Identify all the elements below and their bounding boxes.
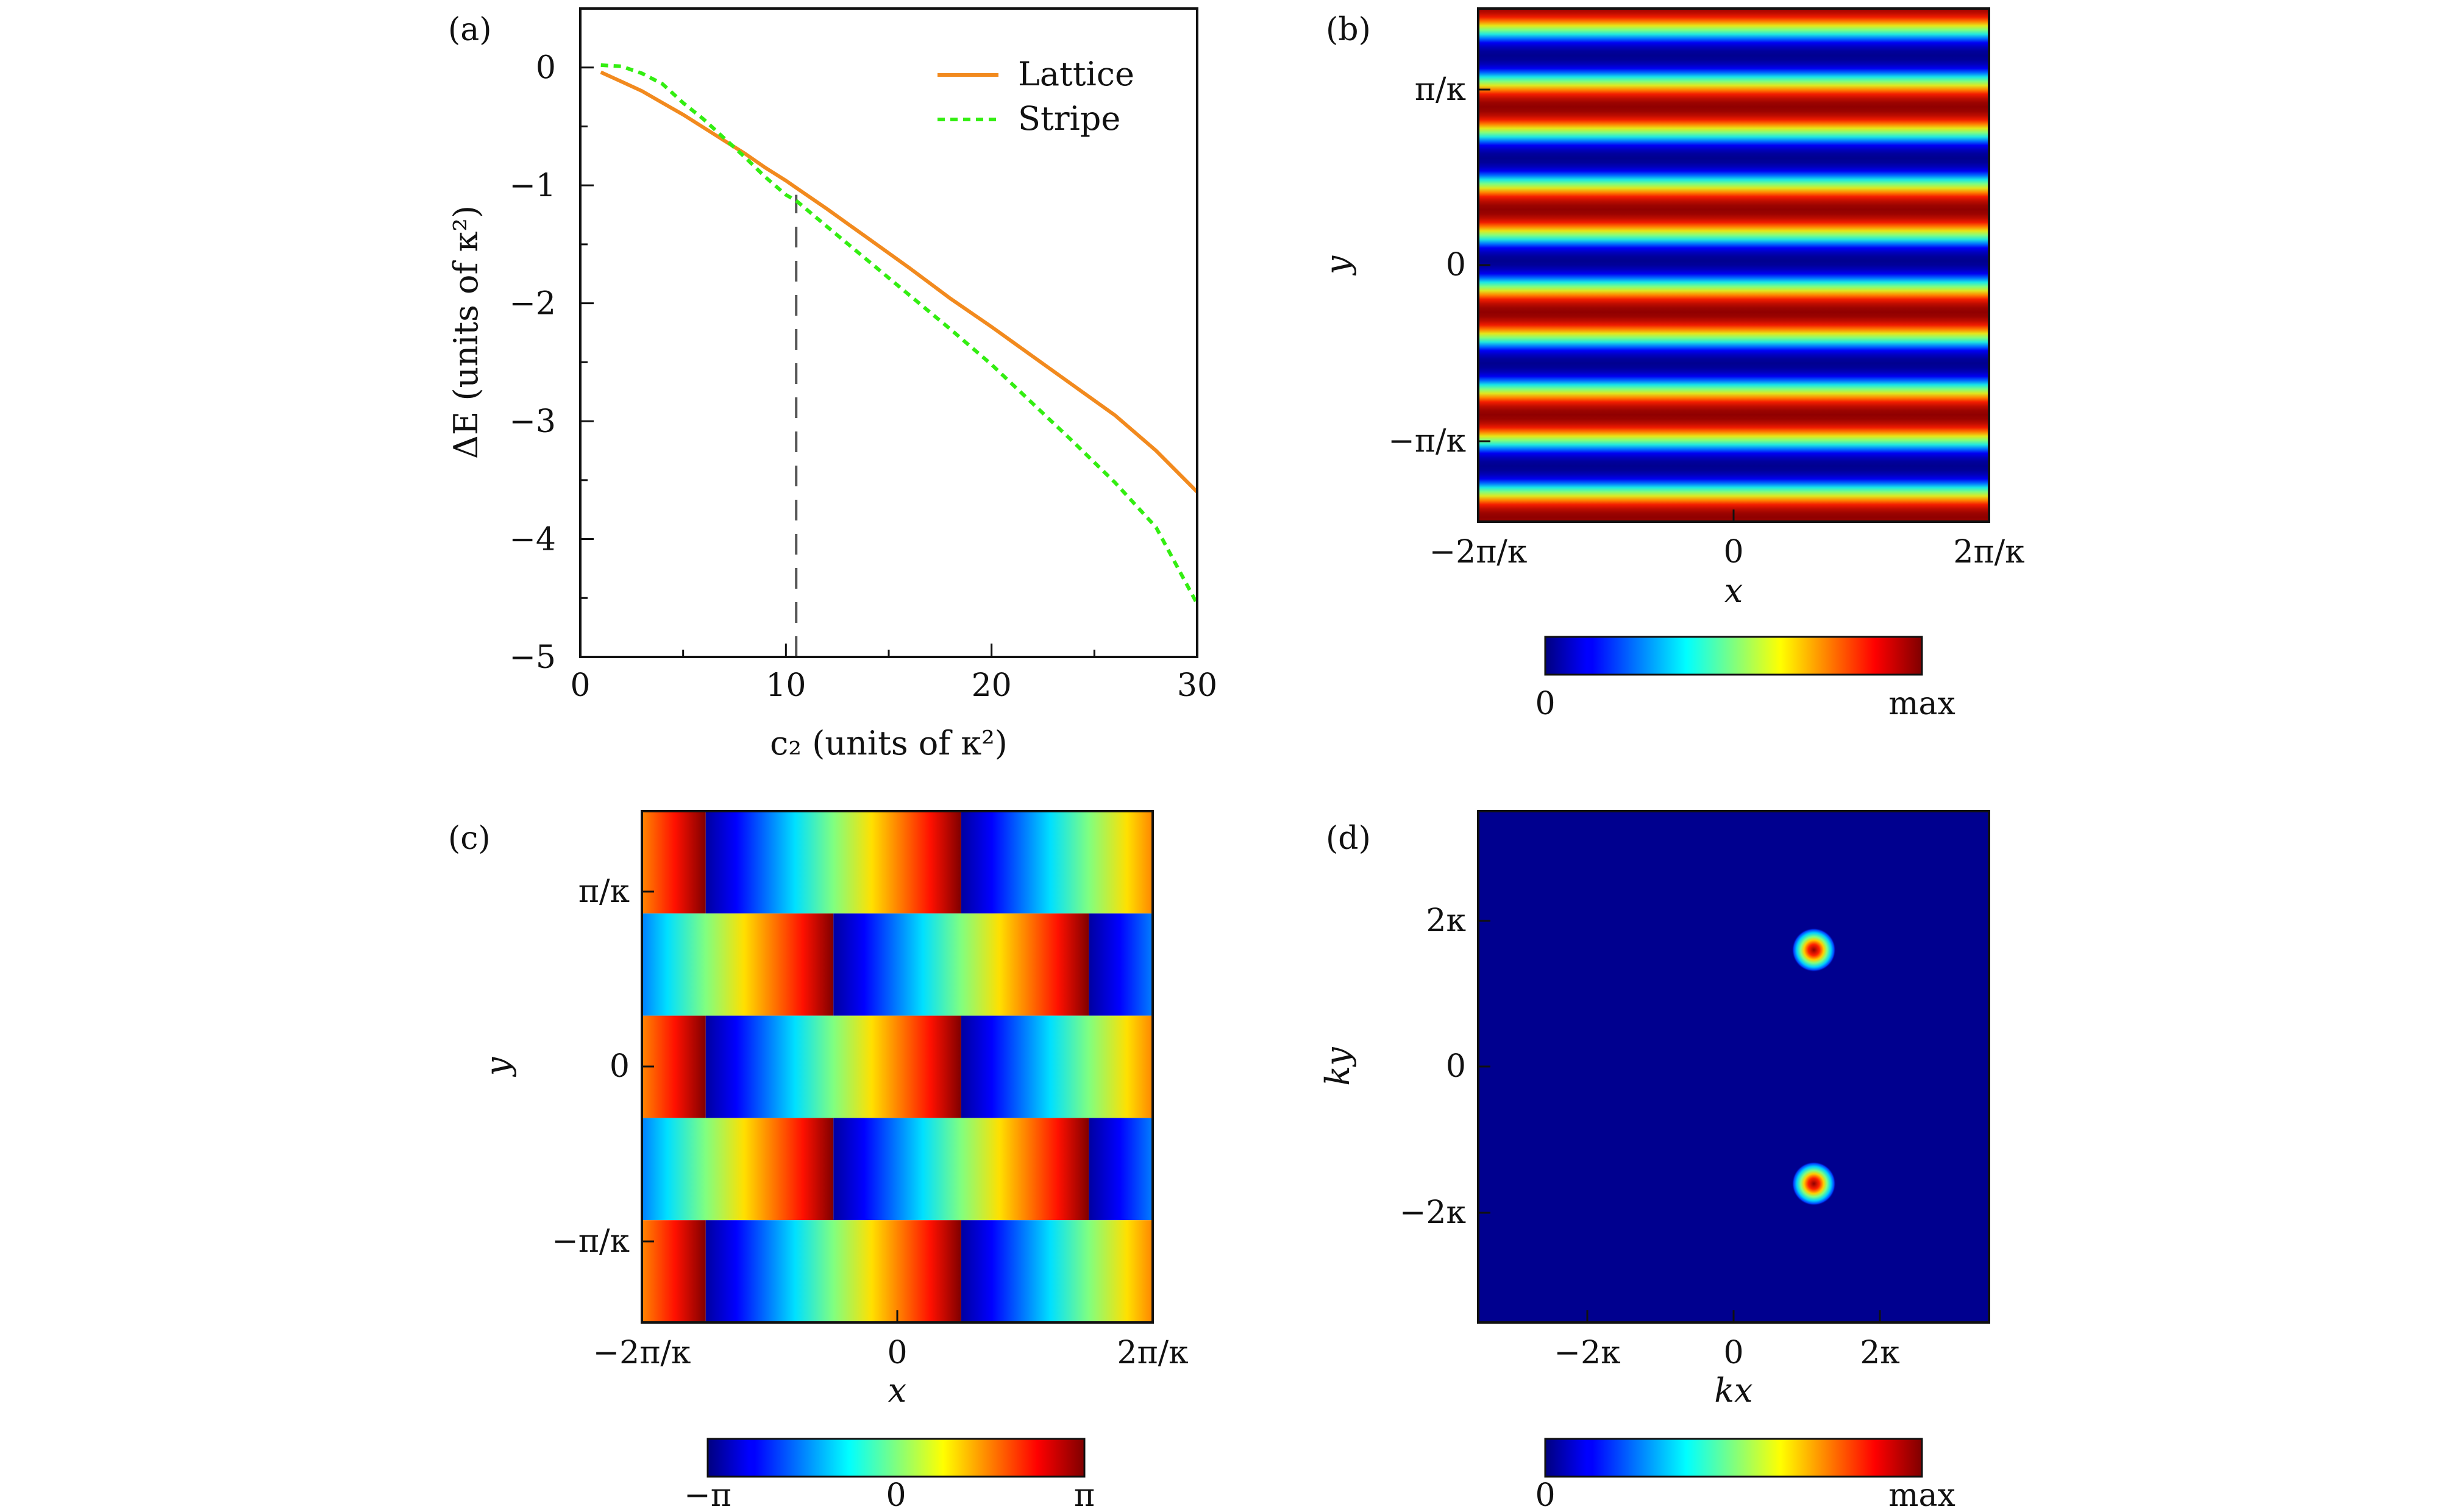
panel-c-ylabel: y — [479, 1056, 517, 1077]
panel-b-xlabel: x — [1724, 572, 1743, 610]
panel-c-xtick-2: 0 — [887, 1335, 907, 1371]
panel-a-ytick-label: −5 — [509, 639, 556, 676]
panel-a-xtick-label: 30 — [1177, 667, 1217, 704]
series-line-stripe — [600, 63, 1197, 605]
panel-a-label: (a) — [448, 12, 492, 48]
panel-a-ytick-label: 0 — [536, 50, 556, 87]
panel-d-xtick-3: 2κ — [1860, 1335, 1900, 1371]
panel-a-legend: Lattice Stripe — [938, 55, 1134, 138]
panel-a-ytick-label: −1 — [509, 168, 556, 204]
panel-d-colorbar-max: max — [1888, 1477, 1955, 1512]
legend-label-stripe: Stripe — [1018, 99, 1120, 138]
panel-d-colorbar-min: 0 — [1535, 1477, 1555, 1512]
momentum-peak-1 — [1792, 928, 1836, 972]
panel-c-colorbar-max: π — [1074, 1477, 1095, 1512]
panel-c-colorbar — [706, 1438, 1086, 1478]
panel-a-ylabel: ΔE (units of κ²) — [447, 205, 485, 459]
panel-d-xtick-1: −2κ — [1554, 1335, 1620, 1371]
panel-d-momentum-map: (d) 2κ 0 −2κ −2κ 0 2κ kx ky 0 max — [1318, 810, 1990, 1512]
panel-a-xlabel: c₂ (units of κ²) — [770, 724, 1008, 762]
series-line-lattice — [600, 70, 1197, 494]
panel-c-ytick-2: 0 — [610, 1048, 630, 1085]
panel-b-ytick-2: 0 — [1446, 247, 1466, 283]
phase-cell — [1089, 1118, 1153, 1221]
phase-cell — [642, 913, 834, 1016]
panel-a-ytick-label: −3 — [509, 403, 556, 440]
panel-d-ytick-1: 2κ — [1426, 903, 1466, 939]
panel-b-density-image — [1478, 9, 1989, 522]
panel-a-xtick-label: 20 — [972, 667, 1012, 704]
phase-cell — [642, 1118, 834, 1221]
phase-cell — [961, 811, 1153, 914]
panel-d-ylabel: ky — [1318, 1046, 1357, 1086]
phase-cell — [833, 913, 1089, 1016]
panel-b-colorbar-min: 0 — [1535, 686, 1555, 722]
phase-cell — [1089, 913, 1153, 1016]
panel-b-ylabel: y — [1318, 255, 1357, 275]
panel-d-xtick-2: 0 — [1723, 1335, 1743, 1371]
panel-a-xtick-label: 0 — [570, 667, 590, 704]
panel-b-ytick-1: π/κ — [1415, 71, 1466, 108]
panel-b-ytick-3: −π/κ — [1388, 423, 1466, 460]
panel-b-label: (b) — [1326, 12, 1371, 48]
panel-a-ytick-label: −2 — [509, 286, 556, 322]
panel-b-density-stripes: (b) π/κ 0 −π/κ −2π/κ 0 2π/κ x y 0 max — [1318, 7, 2025, 722]
panel-a-ytick-label: −4 — [509, 522, 556, 558]
panel-d-colorbar — [1544, 1438, 1923, 1478]
panel-d-ytick-2: 0 — [1446, 1048, 1466, 1085]
phase-cell — [642, 1220, 706, 1322]
panel-b-colorbar — [1544, 636, 1923, 676]
phase-cell — [961, 1220, 1153, 1322]
phase-cell — [1217, 1220, 1472, 1322]
legend-label-lattice: Lattice — [1018, 55, 1134, 93]
panel-c-phase-map: (c) π/κ 0 −π/κ −2π/κ 0 2π/κ x y −π 0 π — [448, 810, 1472, 1512]
panel-d-ytick-3: −2κ — [1400, 1194, 1466, 1231]
panel-c-xlabel: x — [888, 1371, 906, 1410]
panel-c-label: (c) — [448, 820, 491, 857]
phase-cell — [705, 1015, 961, 1118]
phase-cell — [961, 1015, 1153, 1118]
panel-b-colorbar-max: max — [1888, 686, 1955, 722]
panel-d-background — [1478, 811, 1989, 1322]
panel-b-xtick-2: 0 — [1723, 534, 1743, 570]
panel-c-xtick-1: −2π/κ — [593, 1335, 691, 1371]
panel-b-xtick-1: −2π/κ — [1429, 534, 1528, 570]
momentum-peak-2 — [1792, 1162, 1836, 1206]
phase-cell — [705, 1220, 961, 1322]
panel-c-colorbar-min: −π — [684, 1477, 731, 1512]
panel-b-xtick-3: 2π/κ — [1953, 534, 2024, 570]
panel-a-xtick-label: 10 — [766, 667, 806, 704]
panel-c-xtick-3: 2π/κ — [1117, 1335, 1188, 1371]
phase-cell — [642, 811, 706, 914]
panel-c-colorbar-mid: 0 — [886, 1477, 906, 1512]
panel-a-line-chart: (a) 0 10 20 30 0 −1 −2 −3 −4 −5 Lattice Stripe c₂… — [447, 7, 1217, 762]
panel-c-ytick-3: −π/κ — [552, 1223, 630, 1260]
phase-cell — [705, 811, 961, 914]
phase-cell — [833, 1118, 1089, 1221]
panel-c-ytick-1: π/κ — [578, 873, 630, 910]
panel-d-xlabel: kx — [1714, 1371, 1752, 1410]
panel-d-label: (d) — [1326, 820, 1371, 857]
